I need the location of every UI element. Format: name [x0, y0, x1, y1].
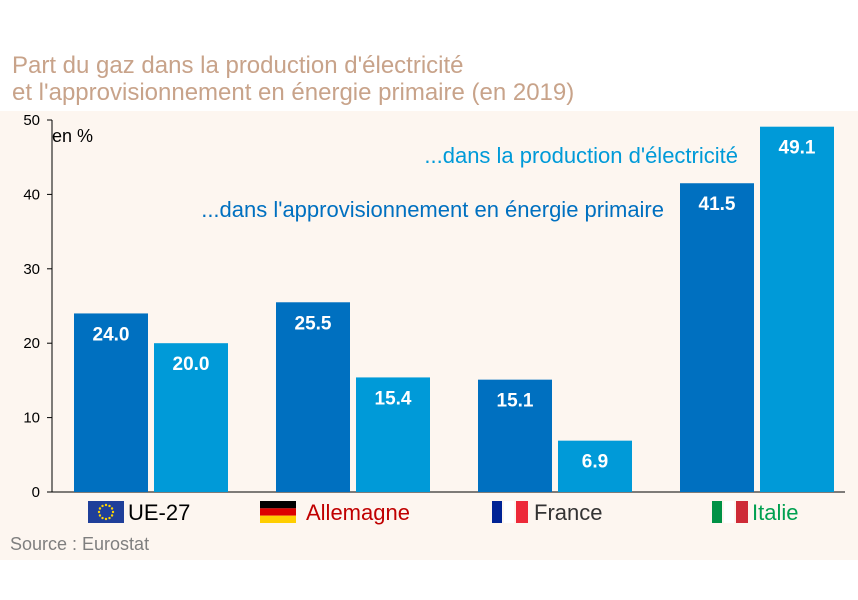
flag-fr-white-stripe	[504, 501, 514, 523]
bar-value-label: 20.0	[173, 354, 210, 375]
flag-eu-star	[110, 507, 114, 510]
bar-electricity	[558, 440, 632, 492]
bar-value-label: 25.5	[295, 313, 332, 334]
bar-primary-energy	[276, 302, 350, 492]
flag-de-black-stripe	[260, 501, 296, 509]
flag-de-red-stripe	[260, 508, 296, 516]
bar-primary-energy	[680, 183, 754, 493]
flag-eu-star	[101, 516, 104, 520]
bar-electricity	[760, 126, 834, 493]
flag-eu-star	[110, 514, 114, 517]
y-tick-label: 50	[23, 112, 40, 129]
flag-eu-star	[104, 517, 108, 521]
bar-value-label: 6.9	[582, 452, 608, 473]
flag-de-gold-stripe	[260, 515, 296, 523]
bar-electricity	[356, 377, 430, 492]
bar-primary-energy	[74, 313, 148, 492]
flag-fr-red-stripe	[516, 501, 528, 523]
series-label-primary-energy: ...dans l'approvisionnement en énergie p…	[201, 197, 664, 222]
bar-value-label: 15.4	[375, 388, 412, 409]
flag-eu-star	[98, 514, 102, 517]
series-label-electricity: ...dans la production d'électricité	[424, 143, 738, 168]
bar-value-label: 49.1	[779, 138, 816, 159]
y-tick-label: 0	[32, 484, 40, 501]
flag-eu-star	[108, 516, 111, 520]
bar-value-label: 24.0	[93, 324, 130, 345]
flag-eu-icon	[88, 501, 124, 523]
category-label: Italie	[752, 500, 798, 525]
flag-it-white-stripe	[724, 501, 734, 523]
y-tick-label: 10	[23, 410, 40, 427]
flag-it-red-stripe	[736, 501, 748, 523]
y-tick-label: 40	[23, 186, 40, 203]
category-label: UE-27	[128, 500, 190, 525]
source-note: Source : Eurostat	[10, 534, 150, 554]
flag-eu-star	[108, 504, 111, 508]
flag-it-green-stripe	[712, 501, 722, 523]
category-label: France	[534, 500, 602, 525]
flag-eu-star	[101, 504, 104, 508]
bar-electricity	[154, 343, 228, 492]
y-tick-label: 20	[23, 335, 40, 352]
flag-eu-star	[111, 510, 115, 514]
bar-primary-energy	[478, 379, 552, 492]
chart-title: Part du gaz dans la production d'électri…	[12, 52, 772, 106]
flag-fr-blue-stripe	[492, 501, 502, 523]
flag-eu-star	[98, 507, 102, 510]
flag-eu-star	[104, 503, 108, 507]
chart-title-line-1: Part du gaz dans la production d'électri…	[12, 52, 464, 79]
category-label: Allemagne	[306, 500, 410, 525]
bar-value-label: 41.5	[699, 194, 736, 215]
bar-value-label: 15.1	[497, 391, 534, 412]
flag-eu-star	[97, 510, 101, 514]
y-axis-label: en %	[52, 126, 93, 146]
chart-title-line-2: et l'approvisionnement en énergie primai…	[12, 79, 575, 106]
y-tick-label: 30	[23, 261, 40, 278]
